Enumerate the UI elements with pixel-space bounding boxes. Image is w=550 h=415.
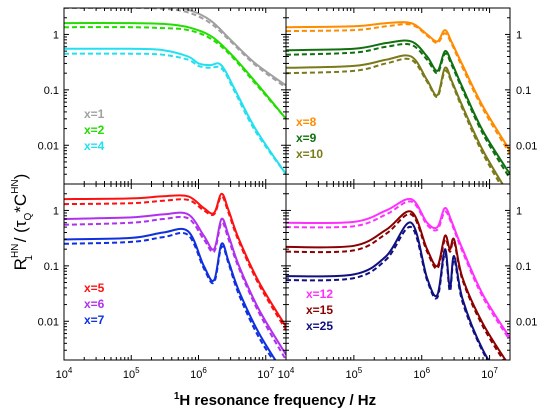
series-line-x15-dashed xyxy=(286,213,505,360)
y-axis-label-mid-sub: Q xyxy=(23,212,34,220)
series-line-x6-dashed xyxy=(64,215,286,360)
panel-top-left xyxy=(63,7,287,185)
y-tick-label-right: 0.01 xyxy=(516,316,537,328)
series-line-x12-solid xyxy=(286,197,510,339)
x-tick-label: 104 xyxy=(278,366,295,381)
panel-lines xyxy=(64,192,286,360)
panel-top-right xyxy=(285,7,511,185)
series-line-x2-solid xyxy=(64,22,286,120)
panel-bottom-right xyxy=(285,183,511,361)
series-line-x8-dashed xyxy=(286,23,510,155)
y-axis-label-tail-sup: HN xyxy=(10,179,21,193)
x-axis-label-sup: 1 xyxy=(174,391,180,402)
x-axis-label: 1H resonance frequency / Hz xyxy=(174,391,376,409)
y-tick-label: 1 xyxy=(53,205,59,217)
y-axis-label-sup: HN xyxy=(10,244,21,258)
y-axis-label-base: R xyxy=(11,258,30,270)
x-tick-label: 107 xyxy=(257,366,274,381)
legend-entry: x=4 xyxy=(84,139,105,153)
y-tick-label-right: 0.1 xyxy=(516,261,531,273)
legend-entry: x=25 xyxy=(306,319,333,333)
legend-entry: x=1 xyxy=(84,107,105,121)
y-axis-label-sub: 1 xyxy=(24,255,35,261)
y-tick-label: 0.1 xyxy=(44,261,59,273)
series-line-x8-solid xyxy=(286,21,510,152)
y-axis-label-mid: / (τ xyxy=(11,220,30,247)
x-tick-label: 107 xyxy=(481,366,498,381)
panel-lines xyxy=(286,197,510,360)
x-tick-label: 104 xyxy=(56,366,73,381)
chart-panels xyxy=(63,7,511,361)
x-tick-label: 106 xyxy=(190,366,207,381)
legend-entry: x=12 xyxy=(306,287,333,301)
y-tick-label: 0.1 xyxy=(44,85,59,97)
y-axis-label: RHN 1 / (τQ*CHN) xyxy=(10,174,35,271)
series-line-x12-dashed xyxy=(286,200,510,342)
x-tick-label: 105 xyxy=(346,366,363,381)
series-line-x2-dashed xyxy=(64,26,286,120)
y-tick-label-right: 0.01 xyxy=(516,140,537,152)
tick-labels: 0.01 0.1 1 0.01 0.1 1 0.01 0.1 1 104 105 106 107 0.01… xyxy=(38,29,538,381)
legend-entry: x=9 xyxy=(296,131,317,145)
series-line-x7-dashed xyxy=(64,231,275,360)
y-tick-label: 0.01 xyxy=(38,316,59,328)
panel-lines xyxy=(286,21,510,184)
legend-entry: x=15 xyxy=(306,303,333,317)
series-line-x4-dashed xyxy=(64,52,286,175)
legend-entry: x=10 xyxy=(296,147,323,161)
y-axis-label-tail: *C xyxy=(11,194,30,213)
series-line-x5-dashed xyxy=(64,195,286,331)
x-tick-label: 105 xyxy=(123,366,140,381)
y-tick-label: 0.01 xyxy=(38,140,59,152)
y-tick-label-right: 1 xyxy=(516,205,522,217)
series-line-x10-dashed xyxy=(286,57,502,184)
series-line-x10-solid xyxy=(286,54,504,184)
y-axis-label-close: ) xyxy=(11,174,30,180)
series-line-x9-dashed xyxy=(286,42,510,180)
y-tick-label-right: 1 xyxy=(516,29,522,41)
y-tick-label: 1 xyxy=(53,29,59,41)
legend-entry: x=2 xyxy=(84,123,105,137)
x-tick-label: 106 xyxy=(413,366,430,381)
y-tick-label-right: 0.1 xyxy=(516,85,531,97)
series-line-x25-dashed xyxy=(286,226,489,360)
legend-entry: x=7 xyxy=(84,313,105,327)
panel-frame xyxy=(285,183,511,361)
series-line-x4-solid xyxy=(64,47,286,175)
series-line-x1-solid xyxy=(175,8,286,87)
legend-entry: x=6 xyxy=(84,297,105,311)
panel-frame xyxy=(63,7,287,185)
legend-entry: x=5 xyxy=(84,281,105,295)
legends: x=1 x=2 x=4 x=8 x=9 x=10 x=5 x=6 x=7 x=12 x=15 x=25 xyxy=(84,107,333,333)
legend-entry: x=8 xyxy=(296,115,317,129)
x-axis-label-text: H resonance frequency / Hz xyxy=(179,392,376,409)
